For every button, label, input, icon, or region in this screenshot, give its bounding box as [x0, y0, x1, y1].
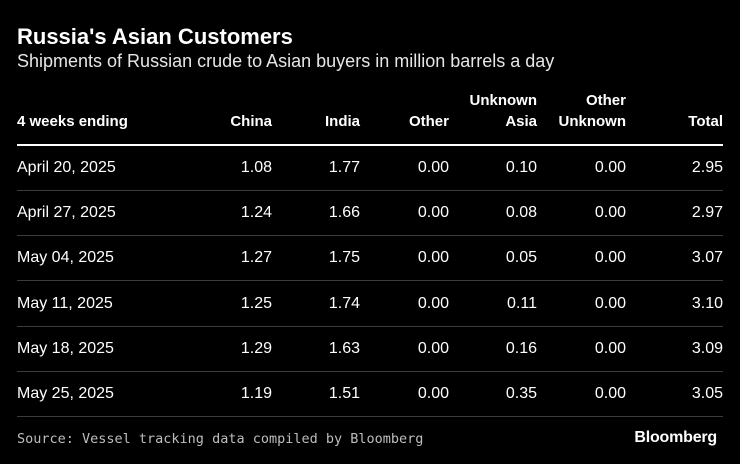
table-cell-china: 1.24 — [240, 204, 272, 222]
table-cell-other-unknown: 0.00 — [594, 294, 626, 312]
table-cell-other-unknown: 0.00 — [594, 159, 626, 176]
table-cell-unknown-asia: 0.11 — [507, 294, 537, 312]
table-row: May 11, 2025 1.25 1.74 0.00 0.11 0.00 3.10 — [17, 282, 723, 327]
column-header-unknown-asia-line2: Asia — [505, 113, 537, 130]
table-cell-unknown-asia: 0.10 — [505, 159, 537, 176]
table-cell-other: 0.00 — [417, 385, 449, 402]
table-cell-total: 3.07 — [691, 249, 723, 267]
column-header-total: Total — [688, 113, 723, 130]
table-cell-unknown-asia: 0.05 — [505, 249, 537, 267]
table-cell-other: 0.00 — [417, 249, 449, 267]
table-cell-unknown-asia: 0.08 — [505, 204, 537, 222]
table-row: April 20, 2025 1.08 1.77 0.00 0.10 0.00 2.95 — [17, 146, 723, 191]
table-cell-date: May 25, 2025 — [17, 385, 114, 402]
source-note: Source: Vessel tracking data compiled by… — [17, 431, 424, 447]
bloomberg-logo: Bloomberg — [634, 429, 717, 446]
table-cell-india: 1.63 — [328, 339, 360, 357]
table-cell-other-unknown: 0.00 — [594, 385, 626, 402]
table-cell-other: 0.00 — [417, 339, 449, 357]
column-header-4-weeks-ending: 4 weeks ending — [17, 113, 128, 130]
table-cell-total: 2.95 — [691, 159, 723, 176]
row-divider — [17, 190, 723, 191]
row-divider — [17, 280, 723, 282]
table-cell-other: 0.00 — [417, 294, 449, 312]
table-cell-total: 3.05 — [691, 385, 723, 402]
table-cell-other-unknown: 0.00 — [594, 249, 626, 267]
table-cell-total: 3.09 — [691, 339, 723, 357]
table-cell-china: 1.27 — [240, 249, 272, 267]
table-cell-china: 1.08 — [240, 159, 272, 176]
table-cell-other-unknown: 0.00 — [594, 339, 626, 357]
chart-subtitle: Shipments of Russian crude to Asian buye… — [17, 51, 555, 71]
table-cell-unknown-asia: 0.35 — [505, 385, 537, 402]
table-cell-india: 1.74 — [328, 294, 360, 312]
table-cell-other-unknown: 0.00 — [594, 204, 626, 222]
table-cell-total: 2.97 — [691, 204, 723, 222]
table-cell-china: 1.29 — [240, 339, 272, 357]
table-cell-india: 1.51 — [328, 385, 360, 402]
row-divider — [17, 325, 723, 327]
table-cell-date: April 20, 2025 — [17, 159, 116, 176]
column-header-other-unknown-line1: Other — [585, 92, 626, 109]
table-cell-date: April 27, 2025 — [17, 204, 116, 222]
row-divider — [17, 416, 723, 417]
column-header-other: Other — [408, 113, 449, 130]
column-header-other-unknown-line2: Unknown — [558, 113, 627, 130]
table-cell-date: May 11, 2025 — [17, 294, 113, 312]
table-cell-unknown-asia: 0.16 — [505, 339, 537, 357]
table-cell-india: 1.66 — [328, 204, 360, 222]
table-cell-date: May 04, 2025 — [17, 249, 114, 267]
row-divider — [17, 235, 723, 237]
table-row: May 25, 2025 1.19 1.51 0.00 0.35 0.00 3.05 — [17, 372, 723, 417]
table-cell-other: 0.00 — [417, 159, 449, 176]
row-divider — [17, 370, 723, 372]
chart-title: Russia's Asian Customers — [17, 24, 293, 49]
column-header-india: India — [324, 113, 360, 130]
table-cell-total: 3.10 — [691, 294, 723, 312]
table-row: May 04, 2025 1.27 1.75 0.00 0.05 0.00 3.07 — [17, 236, 723, 282]
table-cell-date: May 18, 2025 — [17, 339, 114, 357]
table-cell-china: 1.19 — [240, 385, 272, 402]
table-row: May 18, 2025 1.29 1.63 0.00 0.16 0.00 3.09 — [17, 327, 723, 372]
table-cell-india: 1.77 — [328, 159, 360, 176]
table-cell-china: 1.25 — [240, 294, 272, 312]
table-row: April 27, 2025 1.24 1.66 0.00 0.08 0.00 2.97 — [17, 191, 723, 237]
table-cell-other: 0.00 — [417, 204, 449, 222]
column-header-unknown-asia-line1: Unknown — [469, 92, 538, 109]
header-rule — [17, 144, 723, 146]
column-header-china: China — [230, 113, 272, 130]
table-cell-india: 1.75 — [328, 249, 360, 267]
